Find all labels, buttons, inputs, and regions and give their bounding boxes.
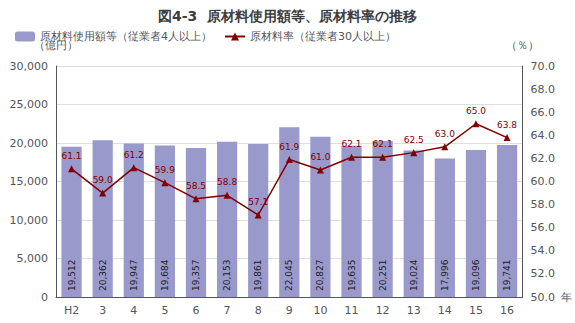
svg-text:20,827: 20,827 <box>315 260 325 292</box>
svg-text:10: 10 <box>313 304 327 317</box>
svg-text:11: 11 <box>345 304 359 317</box>
svg-text:59.0: 59.0 <box>93 175 113 185</box>
svg-text:原材料率（従業者30人以上）: 原材料率（従業者30人以上） <box>250 30 396 43</box>
svg-text:20,251: 20,251 <box>378 260 388 292</box>
svg-text:25,000: 25,000 <box>10 98 49 111</box>
svg-text:58.5: 58.5 <box>186 181 206 191</box>
svg-text:19,512: 19,512 <box>67 260 77 292</box>
svg-text:3: 3 <box>99 304 106 317</box>
svg-text:5,000: 5,000 <box>17 252 49 265</box>
svg-text:66.0: 66.0 <box>531 106 556 119</box>
svg-text:20,000: 20,000 <box>10 137 49 150</box>
svg-text:15: 15 <box>469 304 483 317</box>
svg-text:50.0: 50.0 <box>531 291 556 304</box>
svg-text:58.0: 58.0 <box>531 198 556 211</box>
svg-text:13: 13 <box>407 304 421 317</box>
svg-text:62.1: 62.1 <box>373 139 393 149</box>
svg-text:61.9: 61.9 <box>279 142 299 152</box>
svg-text:19,024: 19,024 <box>409 259 419 291</box>
svg-text:19,096: 19,096 <box>471 259 481 291</box>
svg-text:56.0: 56.0 <box>531 221 556 234</box>
svg-text:20,153: 20,153 <box>222 260 232 292</box>
svg-text:62.1: 62.1 <box>341 139 361 149</box>
svg-text:16: 16 <box>500 304 514 317</box>
svg-text:19,357: 19,357 <box>191 260 201 292</box>
svg-text:19,635: 19,635 <box>347 260 357 292</box>
svg-text:5: 5 <box>161 304 168 317</box>
svg-text:57.1: 57.1 <box>248 197 268 207</box>
svg-text:61.1: 61.1 <box>62 151 82 161</box>
svg-text:70.0: 70.0 <box>531 60 556 73</box>
svg-text:62.5: 62.5 <box>404 135 424 145</box>
svg-text:19,741: 19,741 <box>502 260 512 292</box>
svg-text:図4-3 原材料使用額等、原材料率の推移: 図4-3 原材料使用額等、原材料率の推移 <box>158 8 417 24</box>
svg-text:65.0: 65.0 <box>466 106 486 116</box>
svg-text:22,045: 22,045 <box>284 260 294 292</box>
svg-text:17,996: 17,996 <box>440 259 450 291</box>
svg-text:15,000: 15,000 <box>10 175 49 188</box>
svg-text:6: 6 <box>192 304 199 317</box>
svg-text:19,861: 19,861 <box>253 260 263 292</box>
svg-text:63.8: 63.8 <box>497 120 517 130</box>
svg-text:4: 4 <box>130 304 137 317</box>
svg-text:0: 0 <box>41 291 48 304</box>
svg-text:20,362: 20,362 <box>98 260 108 292</box>
svg-text:7: 7 <box>224 304 231 317</box>
svg-text:10,000: 10,000 <box>10 214 49 227</box>
svg-text:54.0: 54.0 <box>531 244 556 257</box>
svg-text:30,000: 30,000 <box>10 60 49 73</box>
svg-text:（億円）: （億円） <box>34 39 78 52</box>
svg-text:63.0: 63.0 <box>435 129 455 139</box>
svg-text:19,684: 19,684 <box>160 259 170 291</box>
svg-text:14: 14 <box>438 304 452 317</box>
svg-text:12: 12 <box>376 304 390 317</box>
svg-text:64.0: 64.0 <box>531 129 556 142</box>
svg-text:19,947: 19,947 <box>129 260 139 292</box>
svg-text:58.8: 58.8 <box>217 177 237 187</box>
svg-text:61.2: 61.2 <box>124 150 144 160</box>
svg-text:52.0: 52.0 <box>531 267 556 280</box>
svg-text:62.0: 62.0 <box>531 152 556 165</box>
svg-text:原材料使用額等（従業者4人以上）: 原材料使用額等（従業者4人以上） <box>40 30 212 43</box>
svg-text:H2: H2 <box>64 304 79 317</box>
svg-text:68.0: 68.0 <box>531 83 556 96</box>
svg-text:60.0: 60.0 <box>531 175 556 188</box>
svg-text:9: 9 <box>286 304 293 317</box>
svg-text:年: 年 <box>561 291 572 304</box>
svg-text:（％）: （％） <box>506 39 539 52</box>
svg-text:8: 8 <box>255 304 262 317</box>
svg-text:61.0: 61.0 <box>310 152 330 162</box>
svg-text:59.9: 59.9 <box>155 165 175 175</box>
